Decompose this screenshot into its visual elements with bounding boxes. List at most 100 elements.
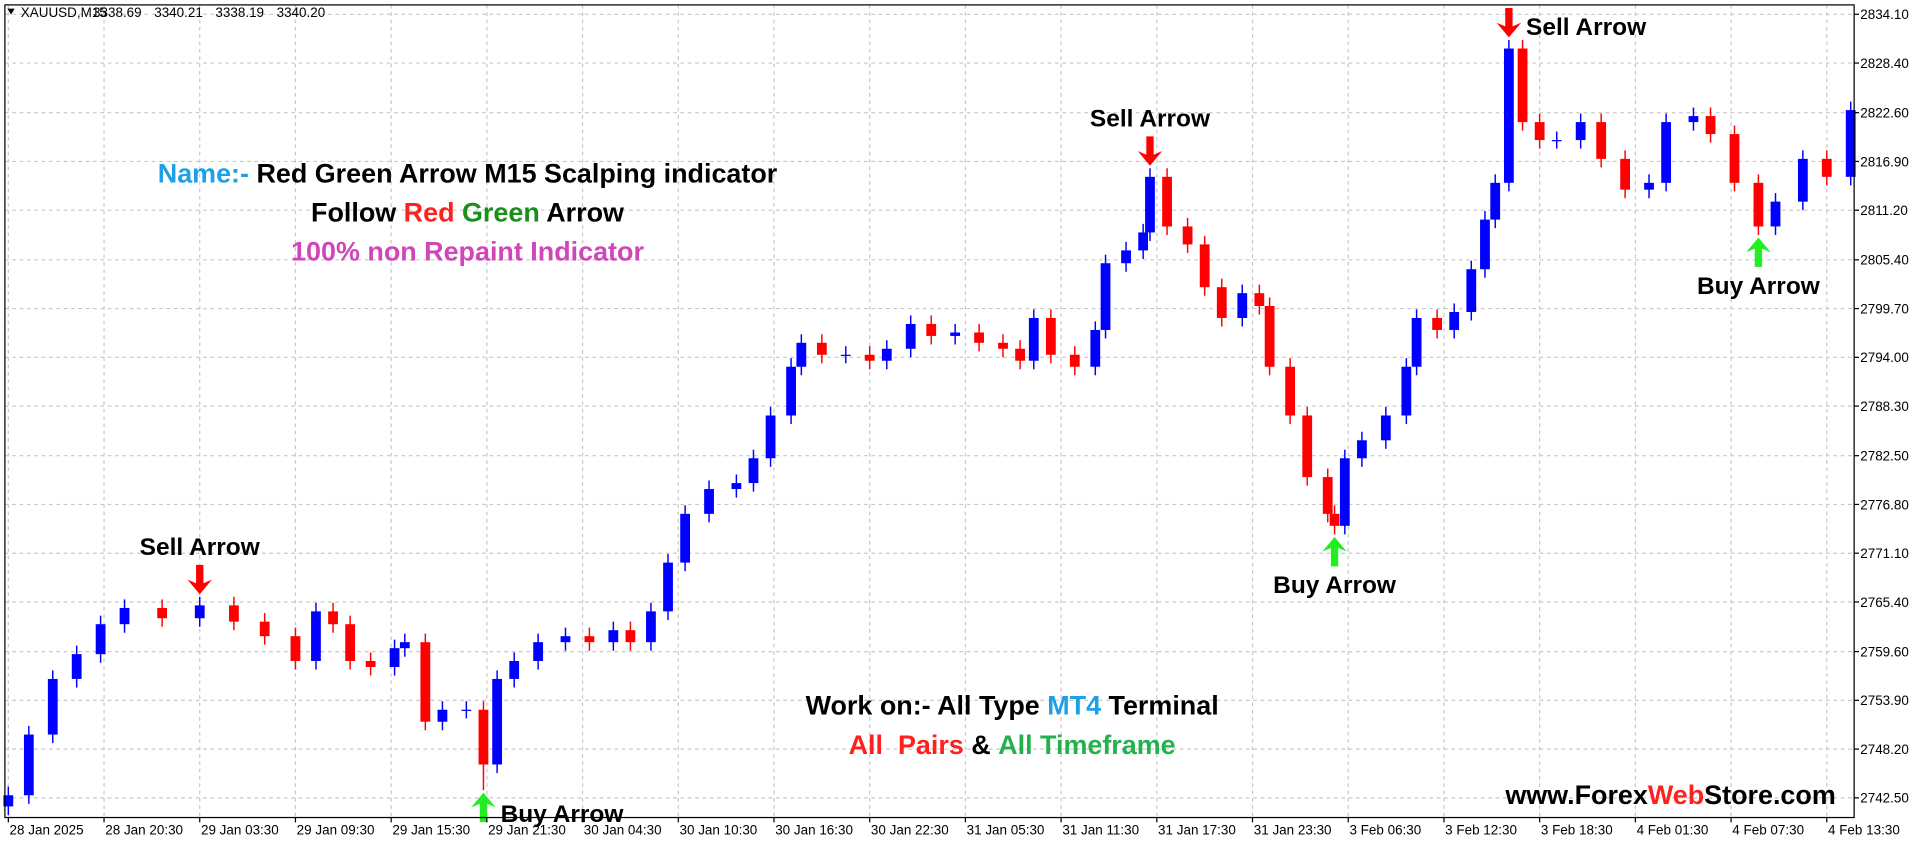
annotation: Follow Red Green Arrow <box>311 198 624 228</box>
candle-body <box>1069 354 1080 367</box>
candle-body <box>399 642 410 649</box>
candle-body <box>533 642 544 661</box>
x-tick-label: 29 Jan 09:30 <box>297 823 375 838</box>
candle-body <box>1596 122 1607 159</box>
symbol: XAUUSD,M15 <box>21 5 107 20</box>
candle-body <box>1517 48 1528 123</box>
candle-body <box>478 709 489 765</box>
candle-body <box>608 630 619 643</box>
candle-body <box>748 458 759 484</box>
x-tick-label: 31 Jan 11:30 <box>1062 823 1139 838</box>
plot-frame <box>4 4 1855 819</box>
candle-body <box>584 636 595 643</box>
y-tick-label: 2759.60 <box>1860 644 1909 659</box>
candle-body <box>625 630 636 643</box>
y-tick-label: 2811.20 <box>1860 203 1908 218</box>
candle-body <box>492 678 503 765</box>
y-tick-label: 2822.60 <box>1860 106 1909 121</box>
x-tick-label: 30 Jan 22:30 <box>871 823 949 838</box>
candle-body <box>1534 122 1545 141</box>
candle-body <box>765 415 776 459</box>
x-tick-label: 29 Jan 03:30 <box>201 823 279 838</box>
candle-body <box>229 605 239 622</box>
candle-body <box>1339 458 1350 526</box>
candle-body <box>1753 182 1764 227</box>
y-tick-label: 2834.10 <box>1860 7 1909 22</box>
candle-body <box>1380 415 1391 441</box>
annotation-segment: Green <box>455 198 540 228</box>
y-tick-label: 2776.80 <box>1860 497 1909 512</box>
y-tick-label: 2753.90 <box>1860 693 1909 708</box>
candle-body <box>1620 158 1631 190</box>
candle-body <box>1729 134 1740 183</box>
annotation: Name:- Red Green Arrow M15 Scalping indi… <box>158 158 778 188</box>
x-tick-label: 28 Jan 2025 <box>10 823 84 838</box>
annotation: All Pairs & All Timeframe <box>849 730 1176 760</box>
signal-label: Sell Arrow <box>1526 14 1647 41</box>
candle-body <box>1490 182 1501 220</box>
candle-body <box>509 660 520 679</box>
candle-body <box>71 654 82 679</box>
y-tick-label: 2765.40 <box>1860 595 1909 610</box>
candles <box>3 39 1856 815</box>
x-tick-label: 3 Feb 06:30 <box>1349 823 1421 838</box>
annotation-segment: & <box>964 730 998 760</box>
candle-body <box>1199 244 1210 288</box>
header-price: 3338.19 <box>215 5 264 20</box>
annotation-segment: Arrow <box>540 198 624 228</box>
annotation-segment: All Pairs <box>849 730 964 760</box>
x-tick-label: 31 Jan 23:30 <box>1254 823 1332 838</box>
grid <box>4 4 1855 818</box>
x-tick-label: 31 Jan 17:30 <box>1158 823 1236 838</box>
candle-body <box>157 607 168 619</box>
annotation-segment: Red Green Arrow M15 Scalping indicator <box>249 158 778 188</box>
x-tick-label: 30 Jan 16:30 <box>775 823 853 838</box>
annotation-segment: Work on:- All Type <box>806 691 1048 721</box>
candle-body <box>680 513 691 563</box>
annotation-segment: Name:- <box>158 158 249 188</box>
y-tick-label: 2771.10 <box>1860 546 1909 561</box>
candle-body <box>704 489 714 514</box>
annotation-segment: Red <box>404 198 455 228</box>
candle-body <box>1216 287 1227 318</box>
candle-body <box>1254 293 1265 306</box>
annotation-segment: MT4 <box>1047 691 1101 721</box>
annotation: 100% non Repaint Indicator <box>291 237 644 267</box>
x-tick-label: 3 Feb 12:30 <box>1445 823 1517 838</box>
annotation-segment: Store.com <box>1704 780 1836 810</box>
candle-body <box>23 734 34 796</box>
candle-body <box>950 332 961 336</box>
candle-body <box>731 483 742 490</box>
header-price: 3340.20 <box>277 5 326 20</box>
x-tick-label: 4 Feb 07:30 <box>1732 823 1804 838</box>
candle-body <box>840 354 851 356</box>
candle-body <box>1797 158 1808 202</box>
candle-body <box>1551 140 1562 142</box>
annotation: Work on:- All Type MT4 Terminal <box>806 691 1219 721</box>
candle-body <box>259 621 270 637</box>
candle-body <box>1432 317 1443 330</box>
candle-body <box>1705 116 1716 135</box>
candle-body <box>1182 226 1193 245</box>
candle-body <box>1045 317 1056 355</box>
y-tick-label: 2828.40 <box>1860 56 1909 71</box>
annotation: www.ForexWebStore.com <box>1504 780 1835 810</box>
candle-body <box>816 342 827 355</box>
signal-label: Buy Arrow <box>1273 572 1397 599</box>
candle-body <box>974 332 984 343</box>
candle-body <box>47 678 58 735</box>
candle-body <box>365 660 376 667</box>
candle-body <box>420 642 431 722</box>
y-tick-label: 2782.50 <box>1860 449 1909 464</box>
annotation-segment: All Timeframe <box>998 730 1175 760</box>
candle-body <box>926 323 937 336</box>
x-tick-label: 28 Jan 20:30 <box>105 823 183 838</box>
candle-body <box>3 795 14 807</box>
candle-body <box>290 636 301 661</box>
candle-body <box>1821 158 1832 177</box>
y-tick-label: 2788.30 <box>1860 399 1909 414</box>
candle-body <box>1411 317 1422 367</box>
candle-body <box>1237 293 1248 318</box>
candle-body <box>1100 263 1111 330</box>
